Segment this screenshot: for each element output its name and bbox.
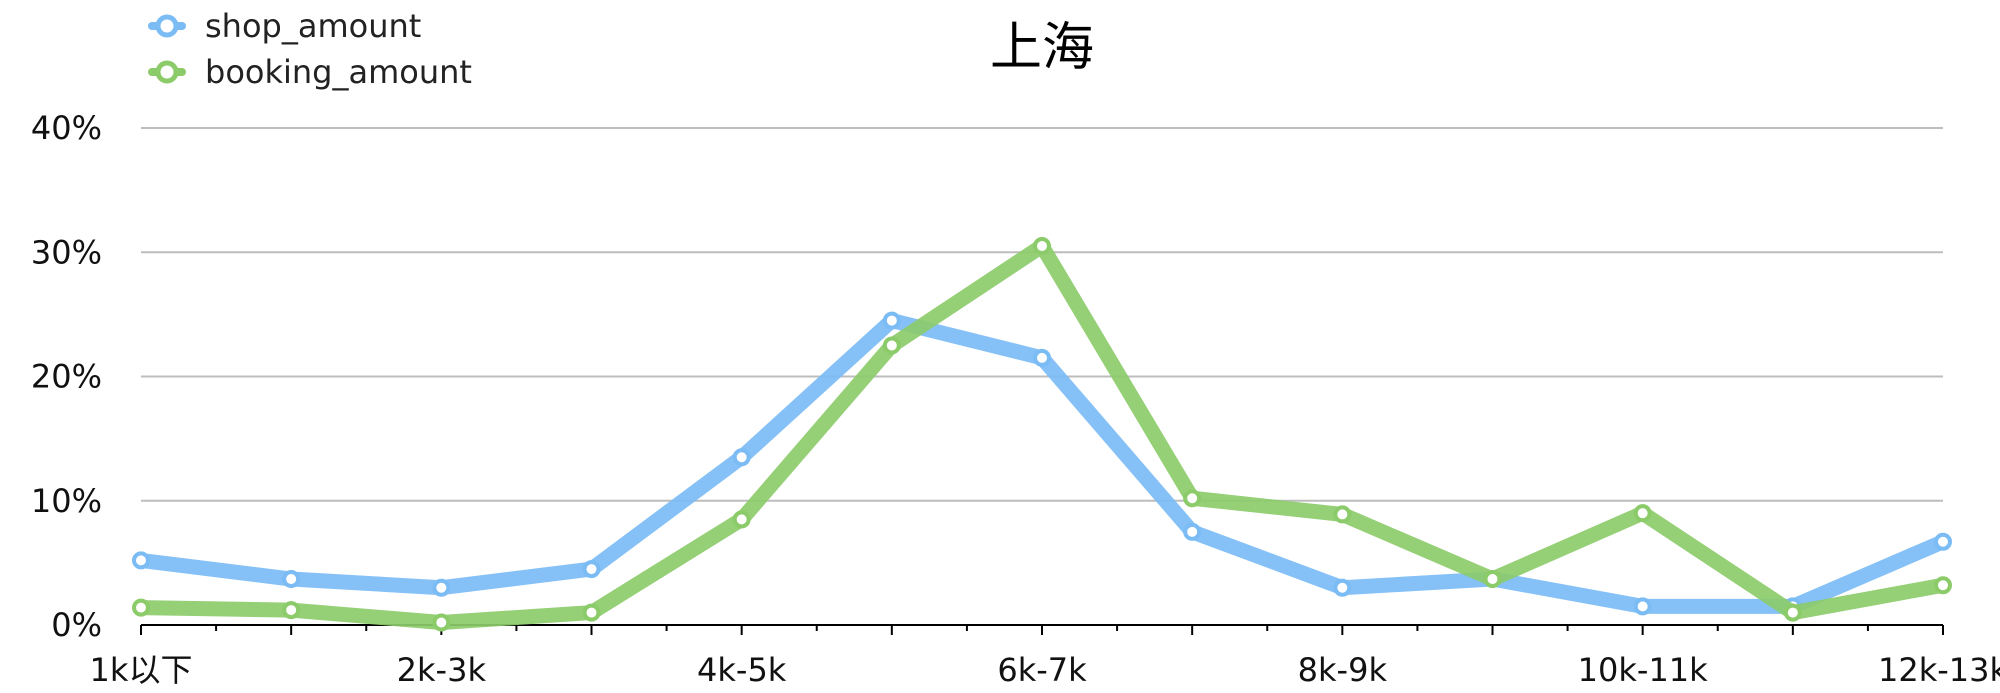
data-point-shop_amount[interactable] <box>1633 597 1652 616</box>
x-tick-label: 1k以下 <box>90 651 193 689</box>
data-point-booking_amount[interactable] <box>1333 505 1352 524</box>
legend-label: booking_amount <box>205 53 472 91</box>
legend-swatch-marker <box>155 14 179 38</box>
series-booking_amount <box>132 237 1952 632</box>
series-lines <box>132 237 1952 632</box>
x-tick-label: 2k-3k <box>397 651 487 689</box>
data-point-shop_amount[interactable] <box>732 448 751 467</box>
data-point-booking_amount[interactable] <box>1483 570 1502 589</box>
data-point-booking_amount[interactable] <box>1783 603 1802 622</box>
data-point-booking_amount[interactable] <box>282 601 301 620</box>
data-point-shop_amount[interactable] <box>1183 522 1202 541</box>
y-tick-label: 0% <box>51 606 102 644</box>
series-line-booking_amount <box>133 238 1951 631</box>
data-point-booking_amount[interactable] <box>582 603 601 622</box>
x-tick-label: 4k-5k <box>697 651 787 689</box>
legend-item-booking_amount[interactable]: booking_amount <box>148 53 472 91</box>
y-tick-label: 40% <box>31 109 102 147</box>
data-point-shop_amount[interactable] <box>882 311 901 330</box>
data-point-booking_amount[interactable] <box>1633 504 1652 523</box>
gridlines <box>141 127 1943 502</box>
data-point-shop_amount[interactable] <box>1934 532 1952 551</box>
data-point-shop_amount[interactable] <box>432 578 451 597</box>
data-point-booking_amount[interactable] <box>882 336 901 355</box>
data-point-shop_amount[interactable] <box>1333 578 1352 597</box>
legend-swatch-marker <box>155 60 179 84</box>
y-tick-label: 20% <box>31 358 102 396</box>
series-shop_amount <box>132 311 1952 616</box>
y-tick-labels: 0% 10% 20% 30% 40% <box>31 109 102 644</box>
data-point-booking_amount[interactable] <box>432 613 451 632</box>
data-point-booking_amount[interactable] <box>132 598 150 617</box>
legend-item-shop_amount[interactable]: shop_amount <box>148 7 421 45</box>
x-tick-label: 12k-13k <box>1878 651 2000 689</box>
data-point-booking_amount[interactable] <box>1183 489 1202 508</box>
data-point-shop_amount[interactable] <box>1033 348 1051 367</box>
data-point-shop_amount[interactable] <box>132 551 150 570</box>
data-point-shop_amount[interactable] <box>282 570 301 589</box>
data-point-booking_amount[interactable] <box>1033 237 1051 256</box>
legend-label: shop_amount <box>205 7 421 45</box>
x-tick-label: 8k-9k <box>1298 651 1388 689</box>
x-tick-label: 10k-11k <box>1578 651 1709 689</box>
chart-title: 上海 <box>990 18 1094 78</box>
x-tick-labels: 1k以下 2k-3k 4k-5k 6k-7k 8k-9k 10k-11k 12k-13k <box>90 651 2000 689</box>
y-tick-label: 10% <box>31 482 102 520</box>
data-point-shop_amount[interactable] <box>582 560 601 579</box>
y-tick-label: 30% <box>31 233 102 271</box>
data-point-booking_amount[interactable] <box>732 510 751 529</box>
x-tick-label: 6k-7k <box>997 651 1087 689</box>
legend: shop_amount booking_amount <box>148 7 472 91</box>
data-point-booking_amount[interactable] <box>1934 576 1952 595</box>
